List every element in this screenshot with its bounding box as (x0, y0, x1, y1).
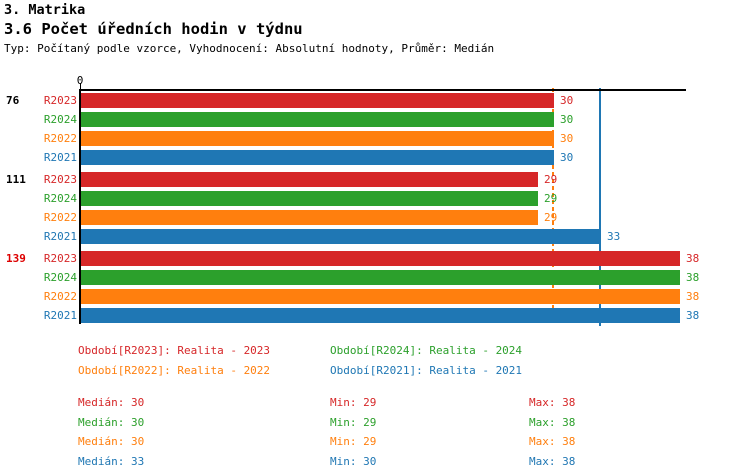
chart-title: 3.6 Počet úředních hodin v týdnu (4, 20, 303, 38)
page-title: 3. Matrika (4, 2, 86, 18)
stat-max: Max: 38 (529, 396, 576, 409)
bar (81, 150, 554, 165)
stat-min: Min: 29 (330, 396, 377, 409)
bar (81, 131, 554, 146)
bar-value-label: 30 (560, 132, 574, 145)
bar-series-label: R2023 (43, 94, 77, 107)
group-label: 111 (6, 173, 26, 186)
bar (81, 289, 680, 304)
legend-item: Období[R2024]: Realita - 2024 (330, 344, 523, 357)
chart-legend: Období[R2023]: Realita - 2023 Období[R20… (78, 341, 522, 381)
bar-value-label: 29 (544, 211, 558, 224)
median-R2022-line (552, 88, 554, 326)
bar-value-label: 30 (560, 94, 574, 107)
bar-series-label: R2023 (43, 252, 77, 265)
stats-table: Medián: 30 Min: 29 Max: 38 Medián: 30 Mi… (78, 393, 575, 471)
stat-median: Medián: 30 (78, 396, 145, 409)
legend-item: Období[R2021]: Realita - 2021 (330, 364, 523, 377)
bar-series-label: R2023 (43, 173, 77, 186)
bar-series-label: R2021 (43, 230, 77, 243)
stat-min: Min: 29 (330, 415, 377, 429)
bar (81, 172, 538, 187)
bar (81, 93, 554, 108)
group-label: 139 (6, 252, 26, 265)
median-R2021-line (599, 88, 601, 326)
bar-series-label: R2022 (43, 211, 77, 224)
axis-tick (80, 83, 81, 90)
legend-item: Období[R2022]: Realita - 2022 (78, 364, 271, 377)
stat-median: Medián: 33 (78, 454, 145, 468)
chart-meta: Typ: Počítaný podle vzorce, Vyhodnocení:… (4, 42, 495, 55)
bar (81, 229, 601, 244)
bar-series-label: R2021 (43, 309, 77, 322)
bar (81, 191, 538, 206)
x-axis-line (80, 89, 686, 91)
stat-min: Min: 29 (330, 435, 377, 448)
bar (81, 270, 680, 285)
stat-median: Medián: 30 (78, 435, 145, 448)
bar-value-label: 38 (686, 252, 700, 265)
bar-series-label: R2021 (43, 151, 77, 164)
stat-min: Min: 30 (330, 454, 377, 468)
bar-series-label: R2022 (43, 290, 77, 303)
bar-value-label: 38 (686, 271, 700, 284)
bar-series-label: R2024 (43, 271, 77, 284)
bar-series-label: R2024 (43, 192, 77, 205)
axis-tick-label: 0 (76, 74, 84, 87)
stat-max: Max: 38 (529, 454, 576, 468)
group-label: 76 (6, 94, 20, 107)
bar-value-label: 38 (686, 290, 700, 303)
bar-value-label: 38 (686, 309, 700, 322)
bar-value-label: 30 (560, 113, 574, 126)
stat-max: Max: 38 (529, 415, 576, 429)
bar (81, 112, 554, 127)
bar-chart: 0 76 R2023 30 R2024 30 R2022 30 R2021 30 111 R2023 2… (6, 74, 700, 326)
bar-value-label: 29 (544, 192, 558, 205)
legend-item: Období[R2023]: Realita - 2023 (78, 344, 271, 357)
bar-value-label: 33 (607, 230, 621, 243)
bar-series-label: R2024 (43, 113, 77, 126)
stat-max: Max: 38 (529, 435, 576, 448)
bar-value-label: 30 (560, 151, 574, 164)
bar-series-label: R2022 (43, 132, 77, 145)
y-axis-line (79, 89, 81, 324)
bar (81, 308, 680, 323)
bar (81, 251, 680, 266)
bar (81, 210, 538, 225)
bar-value-label: 29 (544, 173, 558, 186)
stat-median: Medián: 30 (78, 415, 145, 429)
